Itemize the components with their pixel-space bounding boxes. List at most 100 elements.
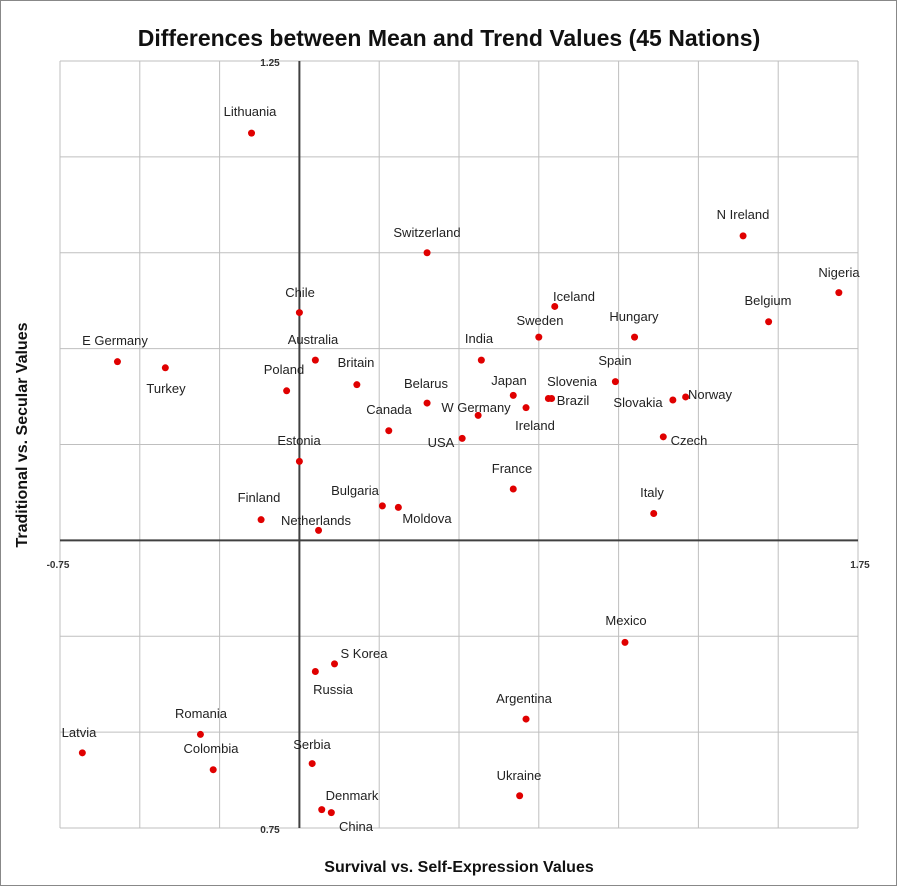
- point-bulgaria: [378, 502, 386, 510]
- point-label-czech: Czech: [671, 433, 708, 448]
- point-label-ukraine: Ukraine: [497, 768, 542, 783]
- point-spain: [611, 378, 619, 386]
- point-label-romania: Romania: [175, 706, 228, 721]
- point-label-n-ireland: N Ireland: [717, 207, 770, 222]
- point-label-moldova: Moldova: [402, 511, 452, 526]
- axes: [60, 61, 858, 828]
- point-s-korea: [331, 660, 339, 668]
- point-france: [509, 485, 517, 493]
- point-label-lithuania: Lithuania: [224, 104, 278, 119]
- point-japan: [509, 391, 517, 399]
- point-label-denmark: Denmark: [326, 788, 379, 803]
- point-label-ireland: Ireland: [515, 418, 555, 433]
- point-label-slovakia: Slovakia: [613, 395, 663, 410]
- point-belgium: [765, 318, 773, 326]
- point-w-germany: [474, 411, 482, 419]
- point-label-usa: USA: [428, 435, 455, 450]
- point-australia: [311, 356, 319, 364]
- point-label-estonia: Estonia: [277, 433, 321, 448]
- point-turkey: [161, 364, 169, 372]
- point-mexico: [621, 638, 629, 646]
- point-label-netherlands: Netherlands: [281, 513, 352, 528]
- point-label-chile: Chile: [285, 285, 315, 300]
- point-label-brazil: Brazil: [557, 393, 590, 408]
- point-label-switzerland: Switzerland: [393, 225, 460, 240]
- point-label-belgium: Belgium: [745, 293, 792, 308]
- gridlines: [59, 60, 859, 829]
- point-serbia: [308, 760, 316, 768]
- y-tick-max: 1.25: [260, 58, 280, 69]
- point-denmark: [318, 806, 326, 814]
- point-china: [327, 809, 335, 817]
- point-label-sweden: Sweden: [517, 313, 564, 328]
- point-label-nigeria: Nigeria: [818, 265, 860, 280]
- point-label-argentina: Argentina: [496, 691, 552, 706]
- point-label-iceland: Iceland: [553, 289, 595, 304]
- point-label-serbia: Serbia: [293, 737, 331, 752]
- point-label-italy: Italy: [640, 485, 664, 500]
- point-label-latvia: Latvia: [62, 725, 97, 740]
- point-moldova: [394, 503, 402, 511]
- point-finland: [257, 516, 265, 524]
- point-label-japan: Japan: [491, 373, 526, 388]
- point-russia: [311, 668, 319, 676]
- point-label-spain: Spain: [598, 353, 631, 368]
- point-label-slovenia: Slovenia: [547, 374, 598, 389]
- point-label-colombia: Colombia: [184, 741, 240, 756]
- point-slovakia: [669, 396, 677, 404]
- point-label-finland: Finland: [238, 490, 281, 505]
- point-britain: [353, 381, 361, 389]
- point-netherlands: [315, 526, 323, 534]
- point-ireland: [522, 404, 530, 412]
- point-ukraine: [516, 792, 524, 800]
- point-label-w-germany: W Germany: [441, 400, 511, 415]
- point-switzerland: [423, 249, 431, 257]
- chart-title: Differences between Mean and Trend Value…: [138, 25, 760, 51]
- point-india: [477, 356, 485, 364]
- point-label-bulgaria: Bulgaria: [331, 483, 379, 498]
- point-label-australia: Australia: [288, 332, 339, 347]
- point-label-france: France: [492, 461, 532, 476]
- point-sweden: [535, 333, 543, 341]
- point-romania: [196, 730, 204, 738]
- data-points: Lithuania N Ireland Nigeria Switzerland Chil…: [62, 104, 861, 834]
- point-label-mexico: Mexico: [605, 613, 646, 628]
- point-norway: [682, 393, 690, 401]
- point-estonia: [295, 457, 303, 465]
- x-tick-min: -0.75: [47, 560, 70, 571]
- point-label-india: India: [465, 331, 494, 346]
- point-label-s-korea: S Korea: [341, 646, 389, 661]
- point-label-norway: Norway: [688, 387, 733, 402]
- point-label-turkey: Turkey: [146, 381, 186, 396]
- point-usa: [458, 434, 466, 442]
- point-lithuania: [248, 129, 256, 137]
- point-e-germany: [113, 358, 121, 366]
- point-iceland: [551, 302, 559, 310]
- point-belarus: [423, 399, 431, 407]
- point-n-ireland: [739, 232, 747, 240]
- point-chile: [295, 309, 303, 317]
- point-label-e-germany: E Germany: [82, 333, 148, 348]
- point-label-poland: Poland: [264, 362, 304, 377]
- point-argentina: [522, 715, 530, 723]
- point-brazil: [548, 394, 556, 402]
- point-nigeria: [835, 289, 843, 297]
- point-label-canada: Canada: [366, 402, 412, 417]
- point-canada: [385, 427, 393, 435]
- x-tick-max: 1.75: [850, 560, 870, 571]
- point-hungary: [631, 333, 639, 341]
- y-axis-title: Traditional vs. Secular Values: [14, 322, 31, 547]
- point-italy: [650, 510, 658, 518]
- point-label-russia: Russia: [313, 682, 354, 697]
- point-czech: [659, 433, 667, 441]
- y-tick-min: 0.75: [260, 825, 280, 836]
- point-label-hungary: Hungary: [609, 309, 659, 324]
- point-label-britain: Britain: [338, 355, 375, 370]
- x-axis-title: Survival vs. Self-Expression Values: [324, 859, 594, 876]
- point-colombia: [209, 766, 217, 774]
- point-label-belarus: Belarus: [404, 376, 449, 391]
- point-label-china: China: [339, 819, 374, 834]
